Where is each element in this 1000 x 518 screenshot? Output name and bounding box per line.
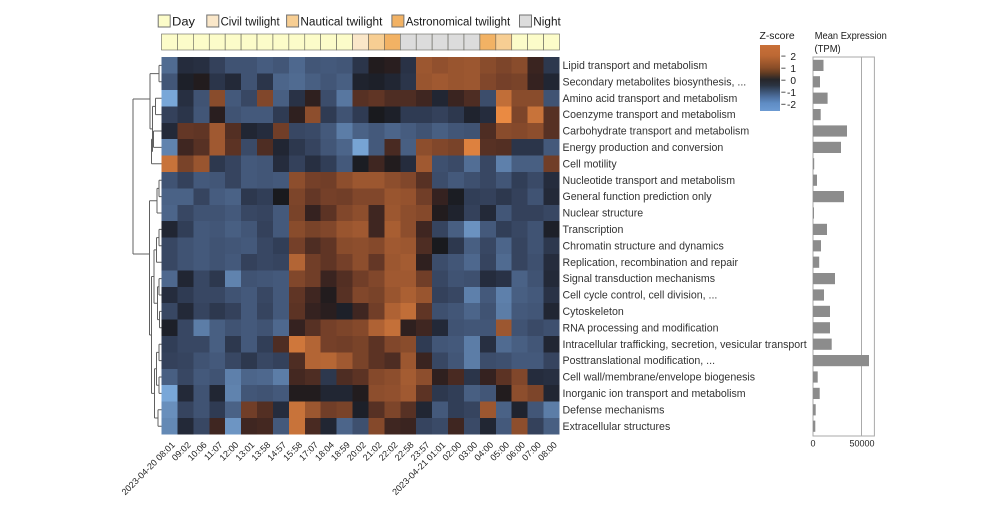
svg-text:Night: Night xyxy=(533,16,561,28)
svg-text:Defense mechanisms: Defense mechanisms xyxy=(563,404,665,416)
svg-text:Civil twilight: Civil twilight xyxy=(221,16,281,28)
svg-text:Nuclear structure: Nuclear structure xyxy=(563,208,644,220)
svg-text:Cell wall/membrane/envelope bi: Cell wall/membrane/envelope biogenesis xyxy=(563,372,756,384)
svg-text:Chromatin structure and dynami: Chromatin structure and dynamics xyxy=(563,240,724,252)
svg-text:Replication, recombination and: Replication, recombination and repair xyxy=(563,257,739,269)
svg-text:Energy production and conversi: Energy production and conversion xyxy=(563,142,724,154)
svg-text:RNA processing and modificatio: RNA processing and modification xyxy=(563,322,719,334)
svg-text:2: 2 xyxy=(790,52,796,63)
svg-text:Secondary metabolites biosynth: Secondary metabolites biosynthesis, ... xyxy=(563,76,747,88)
svg-text:Mean Expression: Mean Expression xyxy=(815,31,887,42)
svg-text:Posttranslational modification: Posttranslational modification, ... xyxy=(563,355,716,367)
svg-text:Lipid transport and metabolism: Lipid transport and metabolism xyxy=(563,60,708,72)
svg-text:Intracellular trafficking, sec: Intracellular trafficking, secretion, ve… xyxy=(563,339,807,351)
svg-text:0: 0 xyxy=(810,439,815,449)
svg-text:Extracellular structures: Extracellular structures xyxy=(563,421,671,433)
svg-text:50000: 50000 xyxy=(849,439,874,449)
svg-text:0: 0 xyxy=(790,76,796,87)
svg-text:Amino acid transport and metab: Amino acid transport and metabolism xyxy=(563,93,738,105)
svg-text:Nucleotide transport and metab: Nucleotide transport and metabolism xyxy=(563,175,736,187)
svg-text:Carbohydrate transport and met: Carbohydrate transport and metabolism xyxy=(563,126,750,138)
svg-text:General function prediction on: General function prediction only xyxy=(563,191,713,203)
svg-text:Day: Day xyxy=(172,16,195,28)
svg-text:-1: -1 xyxy=(787,88,796,99)
svg-text:Cytoskeleton: Cytoskeleton xyxy=(563,306,624,318)
svg-text:(TPM): (TPM) xyxy=(815,44,841,55)
svg-text:Transcription: Transcription xyxy=(563,224,624,236)
svg-text:Nautical twilight: Nautical twilight xyxy=(300,16,383,28)
svg-text:Inorganic ion transport and me: Inorganic ion transport and metabolism xyxy=(563,388,746,400)
svg-text:Coenzyme transport and metabol: Coenzyme transport and metabolism xyxy=(563,109,736,121)
svg-text:Astronomical twilight: Astronomical twilight xyxy=(406,16,511,28)
svg-text:-2: -2 xyxy=(787,100,796,111)
svg-text:1: 1 xyxy=(790,64,796,75)
svg-text:Signal transduction mechanisms: Signal transduction mechanisms xyxy=(563,273,716,285)
svg-text:Cell cycle control, cell divis: Cell cycle control, cell division, ... xyxy=(563,290,718,302)
svg-text:Z-score: Z-score xyxy=(760,31,796,42)
svg-text:Cell motility: Cell motility xyxy=(563,158,618,170)
